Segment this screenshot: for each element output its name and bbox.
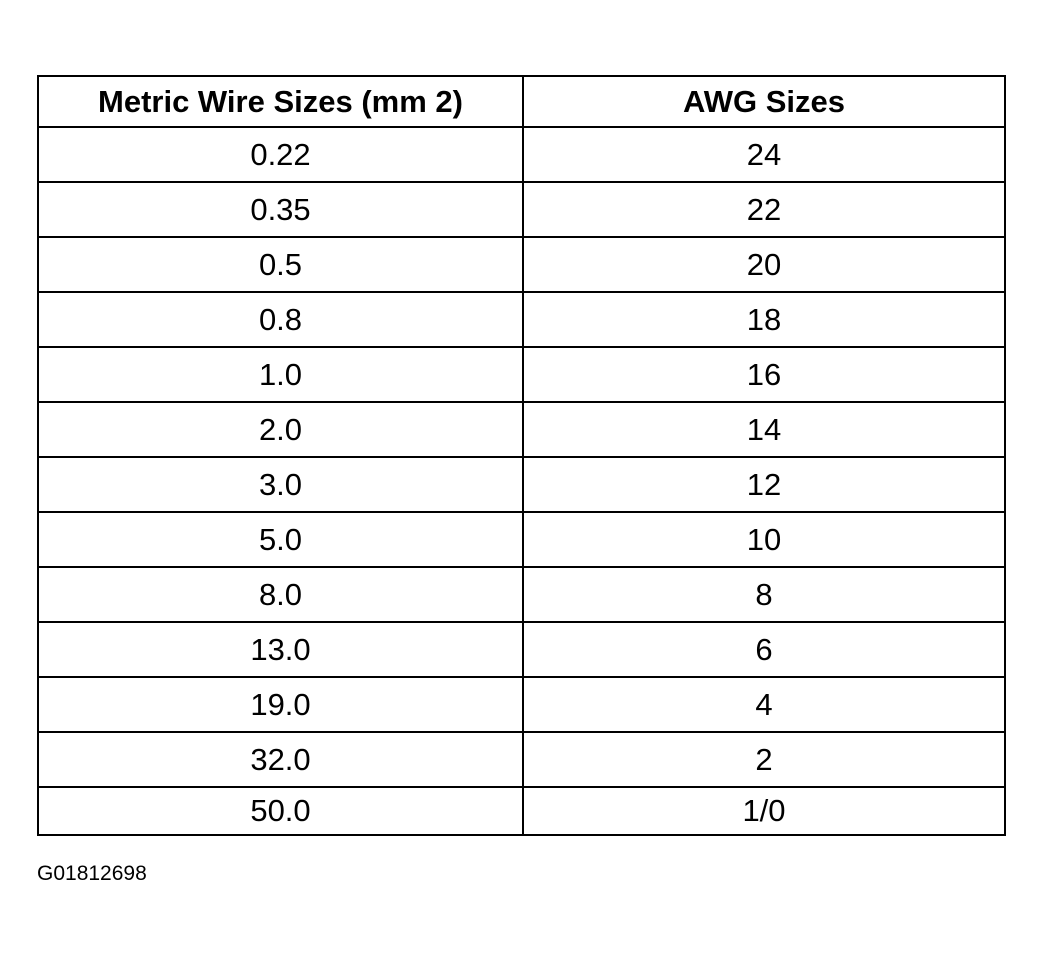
column-header: AWG Sizes	[522, 75, 1006, 128]
awg-size-cell: 22	[522, 181, 1006, 238]
table-row: 0.22 24	[37, 126, 1006, 183]
table-row: 19.0 4	[37, 676, 1006, 733]
metric-size-cell: 5.0	[37, 511, 524, 568]
table-body: 0.22 24 0.35 22 0.5 20 0.8 18 1.0 16 2.0 14 3.0 12 5.0…	[37, 126, 1006, 836]
metric-size-cell: 50.0	[37, 786, 524, 836]
table-row: 0.5 20	[37, 236, 1006, 293]
table-row: 1.0 16	[37, 346, 1006, 403]
table-row: 5.0 10	[37, 511, 1006, 568]
column-header: Metric Wire Sizes (mm 2)	[37, 75, 524, 128]
awg-size-cell: 2	[522, 731, 1006, 788]
table-row: 2.0 14	[37, 401, 1006, 458]
awg-size-cell: 16	[522, 346, 1006, 403]
awg-size-cell: 12	[522, 456, 1006, 513]
metric-size-cell: 0.5	[37, 236, 524, 293]
table-row: 8.0 8	[37, 566, 1006, 623]
awg-size-cell: 14	[522, 401, 1006, 458]
metric-size-cell: 13.0	[37, 621, 524, 678]
awg-size-cell: 10	[522, 511, 1006, 568]
metric-size-cell: 8.0	[37, 566, 524, 623]
metric-size-cell: 32.0	[37, 731, 524, 788]
awg-size-cell: 6	[522, 621, 1006, 678]
awg-size-cell: 18	[522, 291, 1006, 348]
awg-size-cell: 4	[522, 676, 1006, 733]
metric-size-cell: 3.0	[37, 456, 524, 513]
awg-size-cell: 1/0	[522, 786, 1006, 836]
wire-size-table: Metric Wire Sizes (mm 2) AWG Sizes 0.22 2…	[37, 75, 1006, 836]
metric-size-cell: 2.0	[37, 401, 524, 458]
metric-size-cell: 0.22	[37, 126, 524, 183]
table-row: 32.0 2	[37, 731, 1006, 788]
awg-size-cell: 20	[522, 236, 1006, 293]
metric-size-cell: 0.8	[37, 291, 524, 348]
awg-size-cell: 24	[522, 126, 1006, 183]
table-row: 0.35 22	[37, 181, 1006, 238]
table-row: 3.0 12	[37, 456, 1006, 513]
metric-size-cell: 0.35	[37, 181, 524, 238]
table-row: 0.8 18	[37, 291, 1006, 348]
awg-size-cell: 8	[522, 566, 1006, 623]
table-row: 50.0 1/0	[37, 786, 1006, 836]
header-row: Metric Wire Sizes (mm 2) AWG Sizes	[37, 75, 1006, 128]
figure-code: G01812698	[37, 862, 147, 885]
table-row: 13.0 6	[37, 621, 1006, 678]
metric-size-cell: 1.0	[37, 346, 524, 403]
metric-size-cell: 19.0	[37, 676, 524, 733]
